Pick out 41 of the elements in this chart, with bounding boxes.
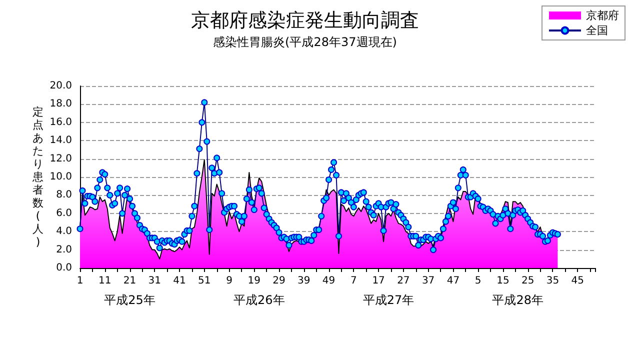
x-tick-label: 35: [546, 276, 560, 286]
x-tick-label: 1: [76, 276, 84, 286]
chart-subtitle: 感染性胃腸炎(平成28年37週現在): [213, 35, 397, 49]
x-tick-label: 45: [571, 276, 584, 286]
chart-title: 京都府感染症発生動向調査: [191, 10, 419, 32]
x-tick-label: 47: [446, 276, 460, 286]
y-tick-label: 14.0: [50, 135, 72, 146]
text: 平成27年: [362, 293, 414, 307]
x-tick-label: 37: [422, 276, 435, 286]
y-tick-label: 6.0: [56, 208, 72, 219]
x-tick-label: 39: [298, 276, 310, 286]
x-tick-label: 17: [372, 276, 385, 286]
x-tick-label: 49: [322, 276, 336, 286]
text: 平成26年: [233, 293, 285, 307]
x-tick-label: 27: [397, 276, 410, 286]
text: 平成28年: [492, 293, 544, 307]
y-tick-label: 8.0: [56, 190, 72, 201]
x-tick-label: 41: [173, 276, 186, 286]
x-tick-label: 7: [350, 276, 357, 286]
y-tick-label: 20.0: [50, 80, 72, 92]
x-tick-label: 29: [272, 276, 286, 286]
text: 定点あたり患者数(人): [32, 106, 44, 248]
y-tick-label: 4.0: [56, 226, 72, 238]
y-tick-label: 10.0: [50, 172, 72, 182]
x-tick-label: 19: [248, 276, 261, 286]
y-tick-label: 2.0: [56, 244, 72, 256]
x-tick-label: 31: [148, 276, 162, 286]
x-tick-label: 25: [521, 276, 534, 286]
y-tick-label: 18.0: [50, 98, 72, 110]
x-tick-label: 11: [98, 276, 112, 286]
x-tick-label: 15: [496, 276, 510, 286]
y-tick-label: 12.0: [50, 153, 72, 164]
x-tick-label: 9: [226, 276, 232, 286]
text: 平成25年: [104, 293, 156, 307]
x-tick-label: 21: [123, 276, 136, 286]
legend-label: 全国: [586, 24, 608, 37]
x-tick-label: 5: [474, 276, 482, 286]
y-tick-label: 0.0: [56, 262, 72, 274]
x-tick-label: 51: [198, 276, 211, 286]
legend-label: 京都府: [586, 9, 619, 22]
y-tick-label: 16.0: [50, 116, 72, 128]
